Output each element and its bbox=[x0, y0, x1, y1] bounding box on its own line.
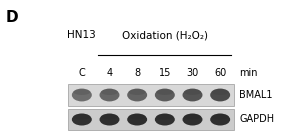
Text: C: C bbox=[78, 68, 85, 78]
Ellipse shape bbox=[129, 114, 146, 120]
Text: Oxidation (H₂O₂): Oxidation (H₂O₂) bbox=[122, 30, 208, 40]
Ellipse shape bbox=[155, 114, 175, 126]
Ellipse shape bbox=[100, 114, 120, 126]
Ellipse shape bbox=[73, 89, 90, 95]
Ellipse shape bbox=[101, 114, 118, 120]
Ellipse shape bbox=[129, 89, 146, 95]
Text: GAPDH: GAPDH bbox=[239, 115, 274, 124]
Text: 15: 15 bbox=[159, 68, 171, 78]
Ellipse shape bbox=[72, 114, 92, 126]
Text: 8: 8 bbox=[134, 68, 140, 78]
Ellipse shape bbox=[212, 114, 229, 120]
Text: min: min bbox=[239, 68, 257, 78]
Ellipse shape bbox=[183, 89, 202, 101]
Ellipse shape bbox=[73, 114, 90, 120]
Text: HN13: HN13 bbox=[67, 30, 96, 40]
Ellipse shape bbox=[72, 89, 92, 101]
Ellipse shape bbox=[127, 114, 147, 126]
Ellipse shape bbox=[210, 89, 230, 101]
Ellipse shape bbox=[210, 114, 230, 126]
Ellipse shape bbox=[184, 114, 201, 120]
Text: 4: 4 bbox=[107, 68, 113, 78]
Ellipse shape bbox=[156, 89, 173, 95]
Text: BMAL1: BMAL1 bbox=[239, 90, 272, 100]
Ellipse shape bbox=[156, 114, 173, 120]
Ellipse shape bbox=[100, 89, 120, 101]
Bar bbox=[68, 109, 234, 130]
Text: 60: 60 bbox=[214, 68, 226, 78]
Ellipse shape bbox=[183, 114, 202, 126]
Text: 30: 30 bbox=[186, 68, 199, 78]
Ellipse shape bbox=[184, 89, 201, 95]
Ellipse shape bbox=[127, 89, 147, 101]
Text: D: D bbox=[6, 10, 19, 25]
Ellipse shape bbox=[101, 89, 118, 95]
Bar bbox=[68, 84, 234, 106]
Ellipse shape bbox=[212, 89, 229, 95]
Ellipse shape bbox=[155, 89, 175, 101]
